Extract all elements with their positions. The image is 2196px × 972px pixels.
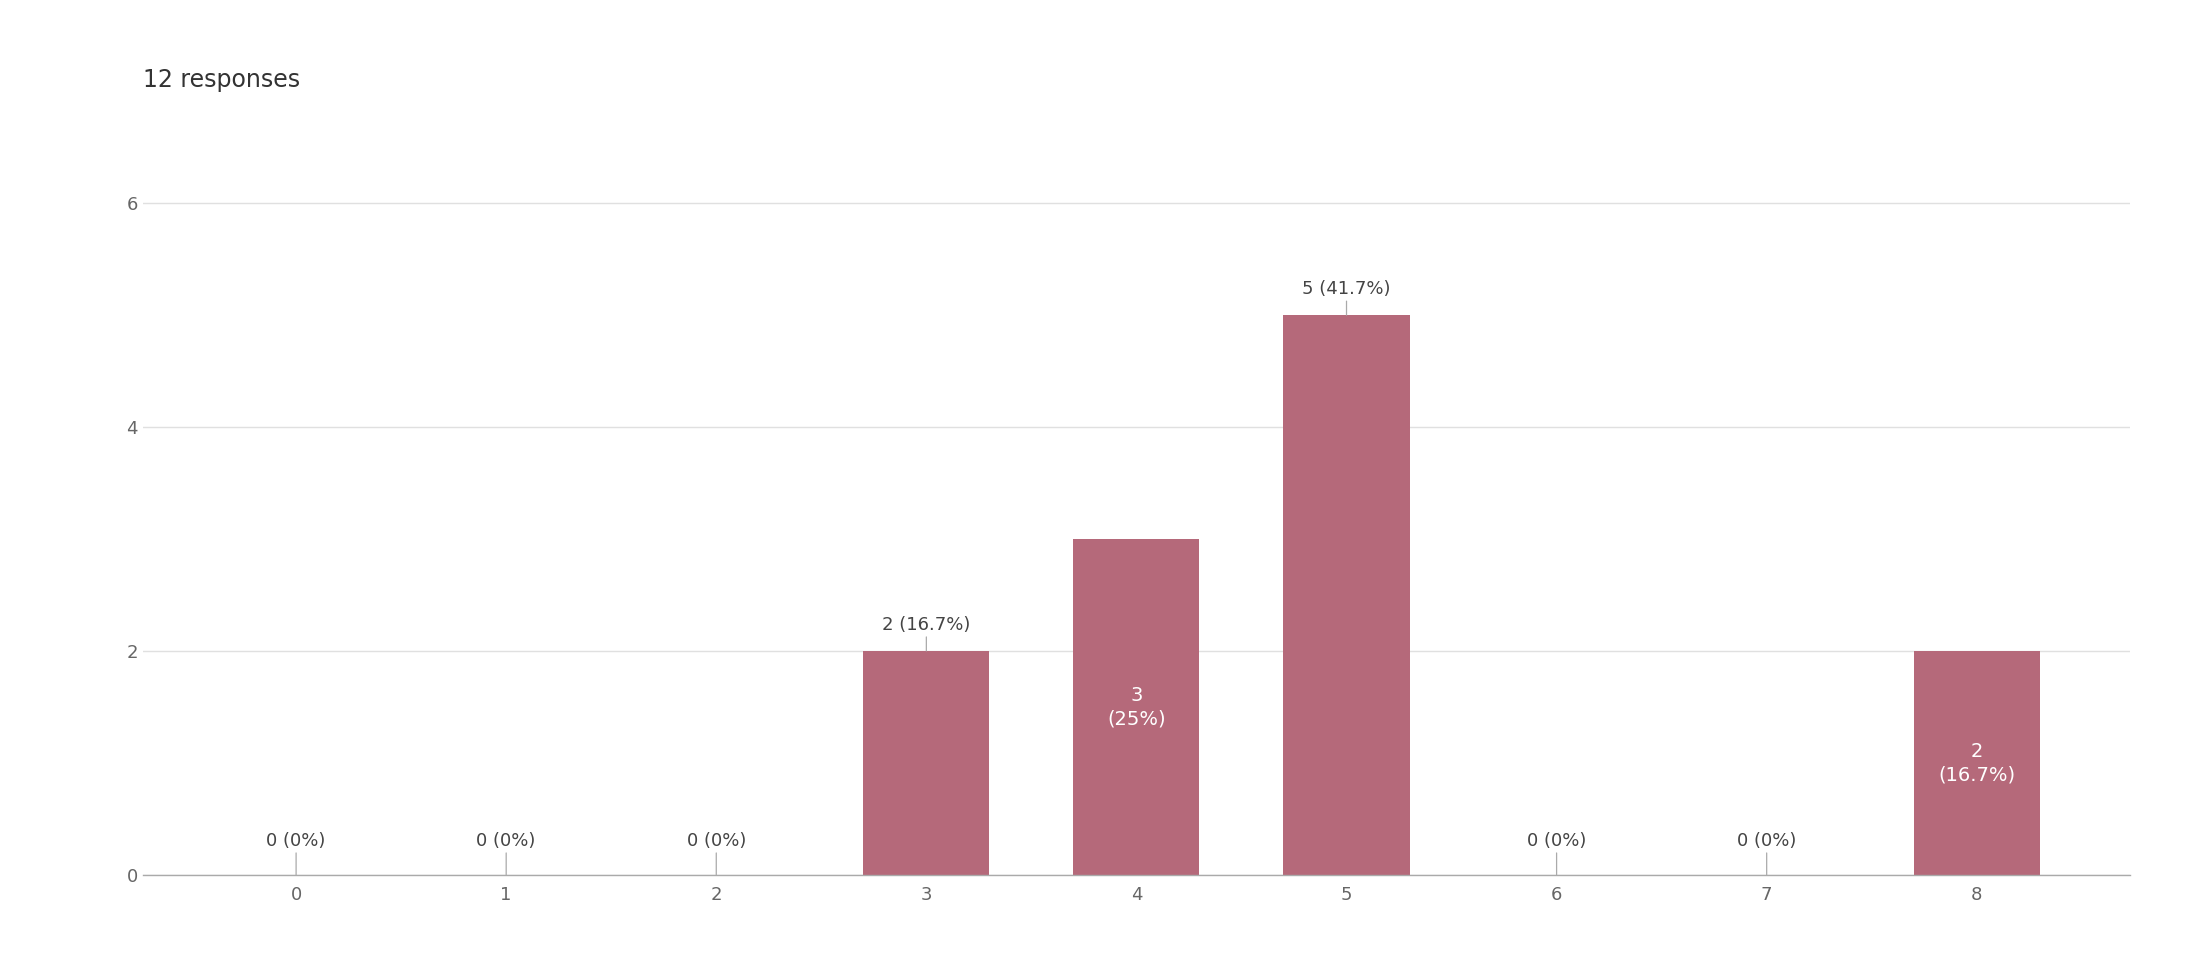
Text: 2 (16.7%): 2 (16.7%) (883, 616, 971, 651)
Text: 0 (0%): 0 (0%) (1526, 832, 1586, 875)
Text: 0 (0%): 0 (0%) (266, 832, 325, 875)
Text: 5 (41.7%): 5 (41.7%) (1302, 280, 1390, 315)
Bar (1282, 315, 1410, 875)
Bar (863, 651, 990, 875)
Text: 0 (0%): 0 (0%) (1737, 832, 1796, 875)
Text: 0 (0%): 0 (0%) (687, 832, 747, 875)
Bar (1074, 539, 1199, 875)
Bar (1913, 651, 2040, 875)
Text: 3
(25%): 3 (25%) (1107, 685, 1166, 728)
Text: 2
(16.7%): 2 (16.7%) (1939, 742, 2016, 784)
Text: 12 responses: 12 responses (143, 68, 301, 92)
Text: 0 (0%): 0 (0%) (477, 832, 536, 875)
